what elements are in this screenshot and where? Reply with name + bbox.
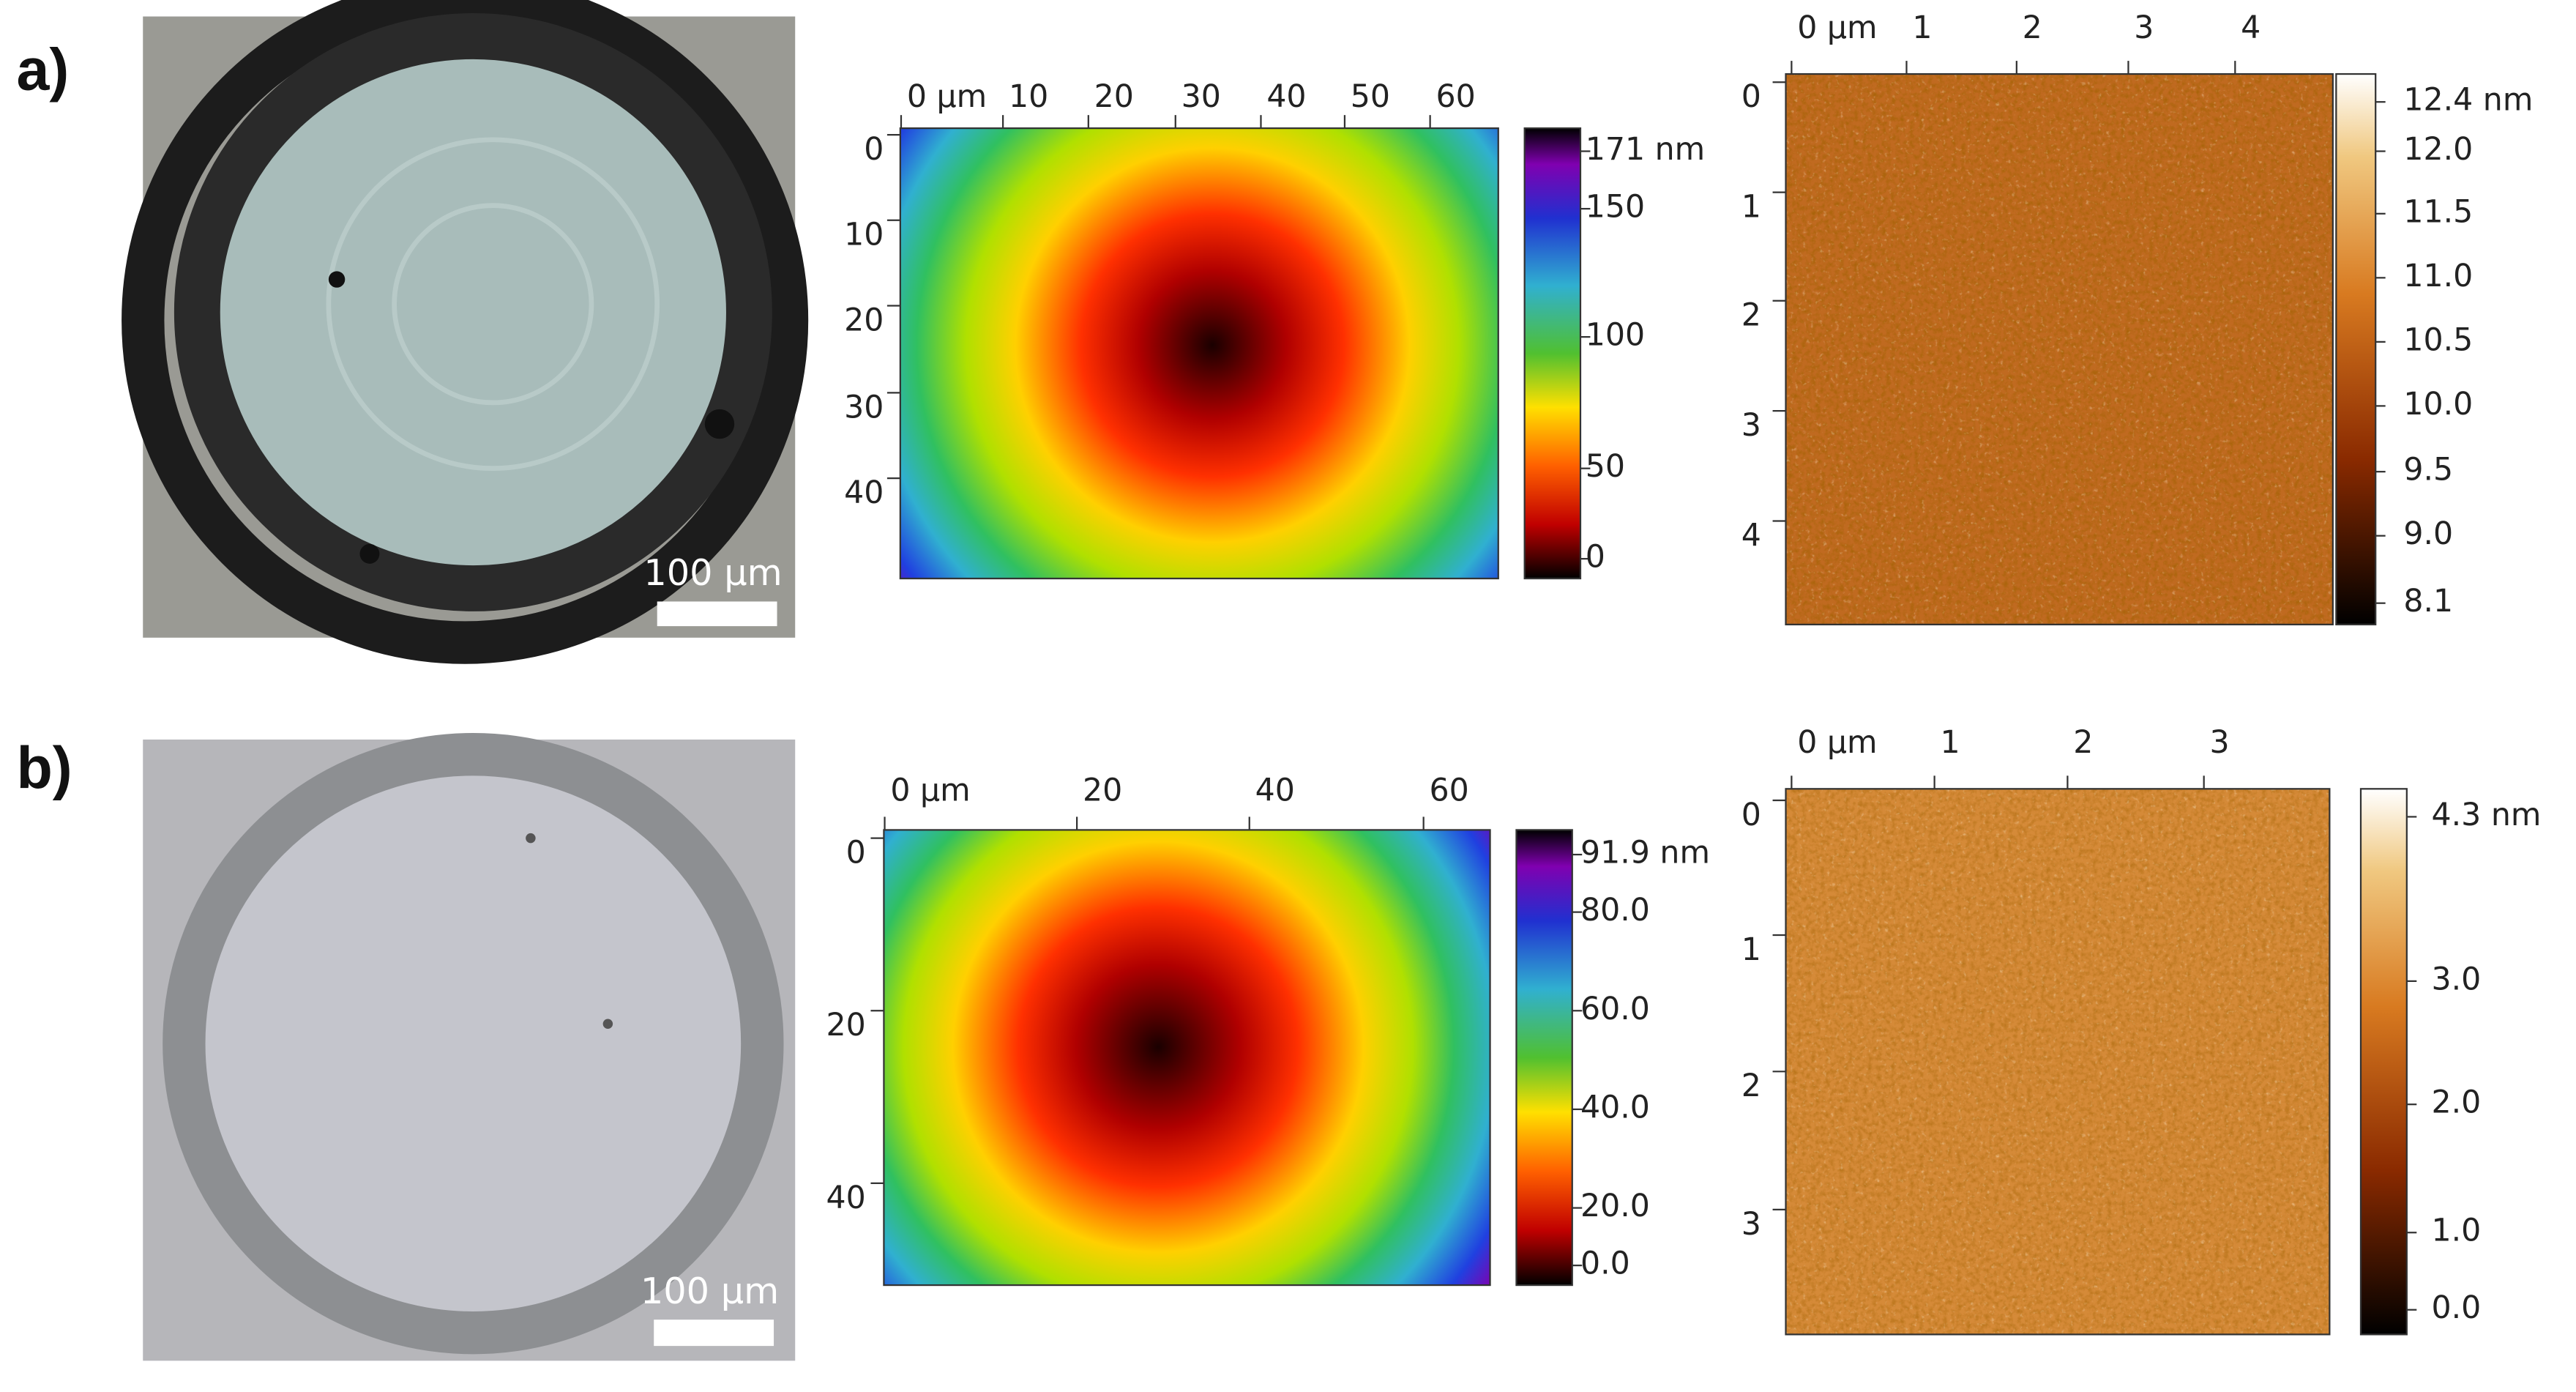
colorbar-label: 91.9 nm — [1580, 835, 1710, 871]
colorbar-label: 80.0 — [1580, 892, 1650, 928]
height-map — [899, 127, 1499, 580]
x-tick-label: 1 — [1912, 10, 1932, 46]
colorbar-label: 3.0 — [2432, 961, 2482, 997]
colorbar — [1515, 829, 1573, 1287]
y-tick-label: 0 — [1741, 797, 1761, 833]
x-tick-label: 40 — [1255, 772, 1295, 808]
colorbar-label: 1.0 — [2432, 1213, 2482, 1249]
x-tick-label: 2 — [2023, 10, 2042, 46]
x-tick-label: 0 µm — [1797, 724, 1877, 761]
panel-label: a) — [16, 37, 69, 103]
colorbar-label: 20.0 — [1580, 1188, 1650, 1224]
x-tick-label: 40 — [1266, 78, 1306, 115]
x-tick-label: 3 — [2210, 724, 2230, 761]
y-tick-label: 0 — [864, 131, 884, 168]
colorbar — [2335, 72, 2377, 625]
colorbar-label: 8.1 — [2403, 583, 2453, 619]
x-tick-label: 2 — [2073, 724, 2093, 761]
colorbar-label: 9.0 — [2403, 516, 2453, 552]
colorbar-label: 150 — [1586, 189, 1645, 226]
x-tick-label: 20 — [1083, 772, 1122, 808]
y-tick-label: 0 — [846, 835, 866, 871]
x-tick-label: 30 — [1181, 78, 1221, 115]
panel-label: b) — [16, 735, 72, 801]
scale-bar-label: 100 µm — [641, 1270, 779, 1312]
colorbar-label: 40.0 — [1580, 1089, 1650, 1125]
colorbar-label: 11.0 — [2403, 258, 2473, 294]
colorbar-label: 10.5 — [2403, 321, 2473, 358]
y-tick-label: 3 — [1741, 1206, 1761, 1243]
colorbar-label: 0.0 — [1580, 1246, 1630, 1282]
micrograph — [122, 0, 809, 664]
y-tick-label: 3 — [1741, 407, 1761, 444]
y-tick-label: 10 — [844, 217, 884, 253]
colorbar-label: 12.0 — [2403, 131, 2473, 168]
colorbar-label: 100 — [1586, 317, 1645, 354]
colorbar-label: 0 — [1586, 539, 1605, 576]
colorbar-label: 12.4 nm — [2403, 82, 2533, 119]
colorbar-label: 60.0 — [1580, 991, 1650, 1027]
roughness-map — [1785, 72, 2334, 625]
colorbar-label: 171 nm — [1586, 131, 1705, 168]
colorbar-label: 50 — [1586, 448, 1625, 485]
x-tick-label: 1 — [1940, 724, 1960, 761]
colorbar-label: 10.0 — [2403, 386, 2473, 423]
x-tick-label: 20 — [1094, 78, 1134, 115]
colorbar — [1523, 127, 1582, 580]
y-tick-label: 20 — [844, 302, 884, 338]
x-tick-label: 0 µm — [1797, 10, 1877, 46]
colorbar-label: 4.3 nm — [2432, 797, 2542, 833]
y-tick-label: 20 — [826, 1007, 865, 1043]
height-map — [883, 829, 1491, 1287]
y-tick-label: 30 — [844, 389, 884, 425]
y-tick-label: 40 — [844, 474, 884, 511]
y-tick-label: 2 — [1741, 1068, 1761, 1104]
x-tick-label: 50 — [1351, 78, 1390, 115]
x-tick-label: 60 — [1436, 78, 1475, 115]
colorbar-label: 2.0 — [2432, 1084, 2482, 1121]
y-tick-label: 2 — [1741, 297, 1761, 334]
x-tick-label: 10 — [1009, 78, 1048, 115]
scale-bar-label: 100 µm — [643, 551, 782, 594]
y-tick-label: 40 — [826, 1180, 865, 1216]
colorbar-label: 0.0 — [2432, 1289, 2482, 1326]
colorbar-label: 11.5 — [2403, 193, 2473, 230]
colorbar-label: 9.5 — [2403, 452, 2453, 488]
x-tick-label: 0 µm — [890, 772, 970, 808]
x-tick-label: 4 — [2241, 10, 2260, 46]
roughness-map — [1785, 788, 2331, 1336]
y-tick-label: 0 — [1741, 78, 1761, 115]
y-tick-label: 4 — [1741, 517, 1761, 554]
x-tick-label: 0 µm — [907, 78, 987, 115]
colorbar — [2359, 788, 2408, 1336]
y-tick-label: 1 — [1741, 931, 1761, 968]
y-tick-label: 1 — [1741, 189, 1761, 226]
x-tick-label: 3 — [2134, 10, 2154, 46]
micrograph — [143, 732, 796, 1361]
x-tick-label: 60 — [1430, 772, 1469, 808]
